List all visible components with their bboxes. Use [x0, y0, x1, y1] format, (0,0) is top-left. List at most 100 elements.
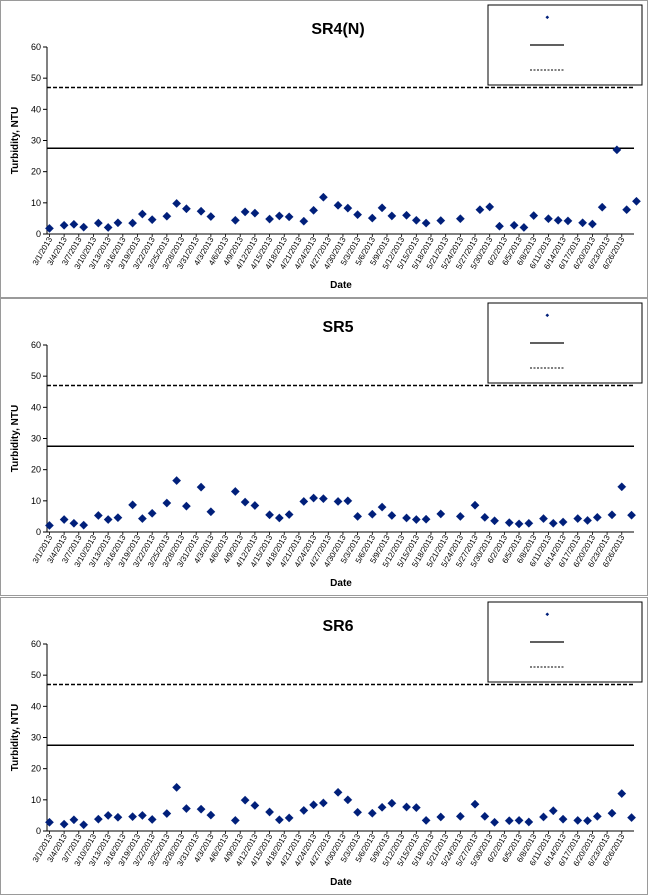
data-point [69, 815, 79, 825]
y-axis-label: Turbidity, NTU [10, 107, 21, 174]
data-point [318, 798, 328, 808]
data-point [79, 222, 89, 232]
data-point [230, 215, 240, 225]
data-point [93, 814, 103, 824]
data-point [182, 204, 191, 214]
data-point [539, 514, 548, 524]
data-point [240, 207, 250, 217]
data-point [162, 809, 172, 818]
data-point [59, 819, 69, 829]
data-point [411, 215, 421, 225]
data-point [265, 214, 274, 224]
data-point [421, 514, 431, 524]
data-point [592, 512, 602, 522]
data-point [59, 220, 69, 230]
y-tick-label: 30 [31, 136, 41, 146]
data-point [490, 817, 499, 827]
data-point [529, 211, 539, 221]
data-point [333, 787, 343, 797]
data-point [69, 219, 79, 229]
data-point [147, 215, 157, 225]
y-tick-label: 50 [31, 371, 41, 381]
data-point [103, 811, 113, 820]
data-point [402, 802, 411, 812]
data-point [421, 218, 431, 228]
data-point [475, 205, 485, 215]
data-point [284, 813, 294, 823]
data-point [514, 815, 524, 825]
data-point [182, 501, 191, 511]
data-point [45, 817, 54, 827]
data-point [206, 507, 216, 517]
data-point [182, 804, 191, 813]
data-point [377, 203, 387, 213]
data-point [607, 808, 617, 818]
y-tick-label: 40 [31, 701, 41, 711]
data-point [563, 216, 573, 226]
data-point [617, 789, 627, 799]
data-point [343, 496, 353, 506]
data-point [436, 216, 446, 226]
data-point [299, 497, 309, 506]
y-tick-label: 30 [31, 434, 41, 444]
y-tick-label: 10 [31, 795, 41, 805]
chart-panel-sr5: SR5 0 10 20 30 40 50 60 3/1/2013 3/4/2013 3/7/2013… [0, 298, 648, 596]
data-point [504, 518, 514, 528]
data-point [622, 205, 632, 215]
data-point [377, 802, 387, 812]
data-point [343, 203, 353, 213]
data-point [480, 811, 490, 821]
data-point [250, 208, 260, 218]
data-point [128, 812, 138, 822]
data-point [79, 520, 89, 530]
y-tick-label: 60 [31, 639, 41, 649]
y-tick-label: 0 [36, 826, 41, 836]
data-point [196, 206, 206, 216]
chart-sr5: SR501020304050603/1/20133/4/20133/7/2013… [10, 302, 643, 589]
data-point [367, 213, 377, 223]
y-tick-label: 50 [31, 670, 41, 680]
data-point [509, 220, 519, 230]
data-point [377, 502, 387, 512]
legend-box [487, 4, 643, 86]
data-point [113, 513, 123, 523]
data-point [162, 498, 172, 508]
data-point [421, 815, 431, 825]
y-tick-label: 20 [31, 764, 41, 774]
y-axis-label: Turbidity, NTU [10, 405, 21, 472]
data-point [284, 510, 294, 519]
data-point [172, 782, 182, 792]
y-tick-label: 0 [36, 527, 41, 537]
data-point [578, 218, 588, 228]
data-point [318, 494, 328, 504]
data-point [309, 205, 319, 215]
data-point [597, 202, 607, 212]
data-point [455, 811, 465, 821]
data-point [265, 807, 274, 817]
data-point [172, 199, 182, 208]
data-point [367, 808, 377, 818]
data-point [333, 497, 343, 506]
data-point [172, 476, 182, 485]
data-point [455, 214, 465, 224]
chart-sr6: SR601020304050603/1/20133/4/20133/7/2013… [10, 601, 643, 888]
data-point [353, 512, 363, 521]
data-point [387, 511, 397, 520]
data-point [196, 482, 206, 492]
data-point [495, 221, 504, 231]
data-point [250, 501, 260, 510]
data-point [524, 817, 534, 827]
data-point [573, 815, 583, 825]
data-point [353, 210, 363, 220]
data-point [137, 209, 147, 219]
chart-panel-sr4n: SR4(N) 0 10 20 30 40 50 60 3/1/2013 3/4/2013 3/7/2… [0, 0, 648, 298]
data-point [274, 211, 284, 221]
data-point [162, 211, 172, 221]
y-tick-label: 50 [31, 73, 41, 83]
y-tick-label: 40 [31, 104, 41, 114]
data-point [299, 216, 309, 226]
data-point [113, 218, 123, 228]
data-point [309, 493, 319, 503]
y-axis-label: Turbidity, NTU [10, 704, 21, 771]
data-point [274, 513, 284, 523]
